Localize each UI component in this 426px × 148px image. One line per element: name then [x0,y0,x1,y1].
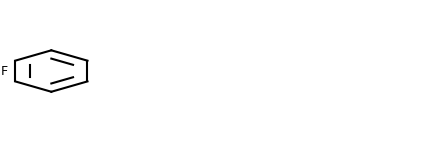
Text: F: F [1,65,8,78]
